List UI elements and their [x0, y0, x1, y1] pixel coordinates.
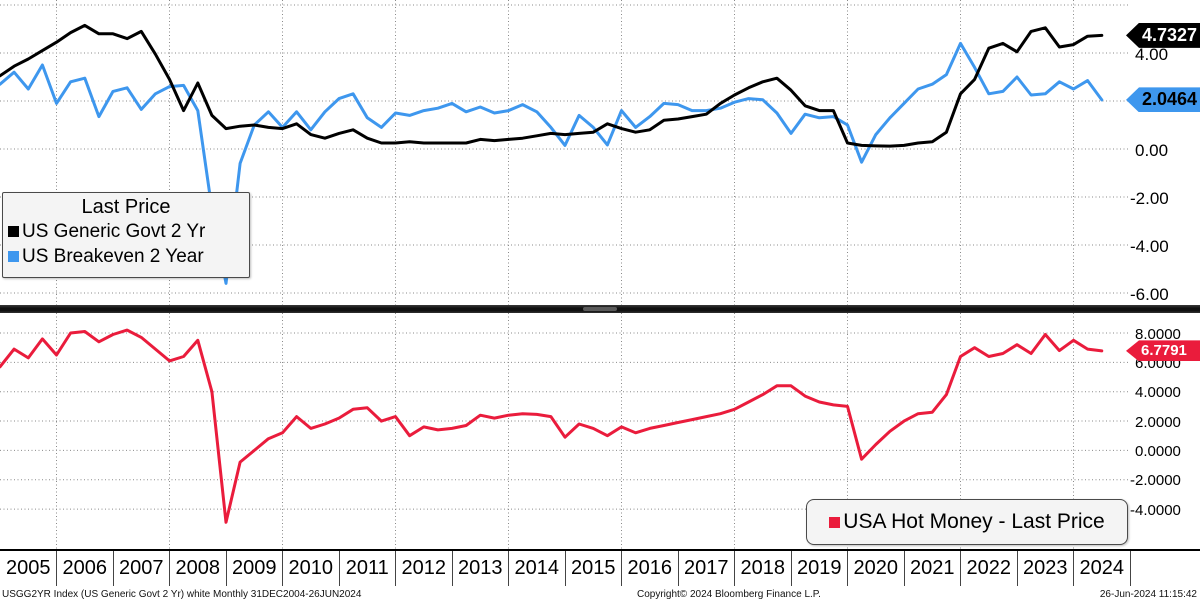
x-axis-tick — [734, 551, 735, 586]
x-axis-tick — [451, 551, 453, 586]
bottom-legend-label: USA Hot Money - Last Price — [843, 510, 1105, 533]
x-axis-year-label: 2018 — [740, 557, 786, 579]
x-axis-tick — [282, 551, 283, 586]
x-axis-tick — [1016, 551, 1018, 586]
last-price-badge-breakeven: 2.0464 — [1126, 87, 1200, 113]
x-axis-year-label: 2023 — [1023, 557, 1068, 579]
series-line-us-breakeven-2-year — [0, 41, 1104, 285]
x-axis-tick — [847, 551, 848, 586]
top-legend[interactable]: Last Price US Generic Govt 2 Yr US Break… — [2, 192, 250, 278]
y-axis-tick-label: -2.00 — [1130, 188, 1169, 208]
status-bar-timestamp: 26-Jun-2024 11:15:42 — [1099, 589, 1197, 600]
x-axis-year-label: 2016 — [627, 557, 673, 579]
status-bar: USGG2YR Index (US Generic Govt 2 Yr) whi… — [0, 589, 1200, 603]
x-axis-year-label: 2020 — [853, 557, 899, 579]
x-axis-year-label: 2021 — [910, 557, 955, 579]
x-axis-year-label: 2007 — [119, 557, 164, 579]
x-axis-line — [0, 549, 1200, 551]
x-axis-tick — [112, 551, 114, 586]
last-price-badge-usgg2yr: 4.7327 — [1126, 22, 1200, 48]
x-axis-tick — [225, 551, 227, 586]
series-line-us-generic-govt-2-yr — [0, 23, 1104, 148]
top-chart-plot-area[interactable] — [0, 0, 1200, 305]
x-axis-tick — [169, 551, 170, 586]
legend-item-breakeven[interactable]: US Breakeven 2 Year — [3, 244, 249, 269]
x-axis-tick — [1129, 551, 1131, 586]
series-line-usa-hot-money — [0, 328, 1104, 524]
x-axis-year-label: 2014 — [514, 557, 560, 579]
x-axis-year-label: 2019 — [797, 557, 842, 579]
status-bar-copyright-text: Copyright© 2024 Bloomberg Finance L.P. — [637, 589, 821, 600]
last-price-badge-hot-money: 6.7791 — [1126, 340, 1200, 362]
x-axis-tick — [960, 551, 961, 586]
x-axis-tick — [338, 551, 340, 586]
blue-series-marker-icon — [8, 251, 19, 262]
x-axis-year-label: 2011 — [345, 557, 389, 579]
x-axis-year-label: 2009 — [232, 557, 277, 579]
x-axis-tick — [564, 551, 566, 586]
y-axis-tick-label: 4.00 — [1135, 44, 1169, 64]
x-axis-tick — [508, 551, 509, 586]
y-axis-tick-label: -4.00 — [1130, 236, 1169, 256]
x-axis-year-label: 2006 — [62, 557, 108, 579]
x-axis-year-label: 2017 — [684, 557, 729, 579]
x-axis-year-label: 2015 — [571, 557, 616, 579]
top-legend-title: Last Price — [81, 196, 171, 218]
y-axis-tick-label: -6.00 — [1130, 284, 1169, 304]
y-axis-tick-label: 8.0000 — [1135, 325, 1181, 343]
x-axis-tick — [903, 551, 905, 586]
x-axis-year-label: 2022 — [966, 557, 1012, 579]
y-axis-tick-label: 0.00 — [1135, 140, 1169, 160]
y-axis-tick-label: 2.0000 — [1135, 413, 1181, 431]
y-axis-tick-label: -2.0000 — [1130, 472, 1181, 490]
x-axis-tick — [621, 551, 622, 586]
x-axis-year-label: 2013 — [458, 557, 503, 579]
x-axis-year-label: 2010 — [288, 557, 334, 579]
bottom-legend[interactable]: USA Hot Money - Last Price — [806, 499, 1128, 545]
red-series-marker-icon — [829, 516, 841, 528]
black-series-marker-icon — [8, 226, 19, 237]
panel-divider[interactable] — [0, 305, 1200, 313]
x-axis-year-label: 2012 — [401, 557, 447, 579]
x-axis-year-strip: 2005 2006 2007 2008 2009 2010 2011 2012 2013 2014… — [0, 551, 1200, 588]
x-axis-tick — [677, 551, 679, 586]
legend-item-label: US Breakeven 2 Year — [22, 246, 204, 267]
x-axis-tick — [790, 551, 792, 586]
legend-item-label: US Generic Govt 2 Yr — [22, 221, 206, 242]
x-axis-tick — [395, 551, 396, 586]
x-axis-year-label: 2008 — [175, 557, 221, 579]
status-bar-security-text: USGG2YR Index (US Generic Govt 2 Yr) whi… — [2, 589, 362, 600]
x-axis-year-label: 2005 — [6, 557, 51, 579]
panel-divider-drag-handle[interactable] — [583, 307, 617, 311]
x-axis-tick — [56, 551, 57, 586]
y-axis-tick-label: -4.0000 — [1130, 501, 1181, 519]
x-axis-tick — [1073, 551, 1074, 586]
x-axis-year-label: 2024 — [1079, 557, 1125, 579]
y-axis-tick-label: 4.0000 — [1135, 384, 1181, 402]
y-axis-tick-label: 0.0000 — [1135, 442, 1181, 460]
legend-item-usgg2yr[interactable]: US Generic Govt 2 Yr — [3, 219, 249, 244]
